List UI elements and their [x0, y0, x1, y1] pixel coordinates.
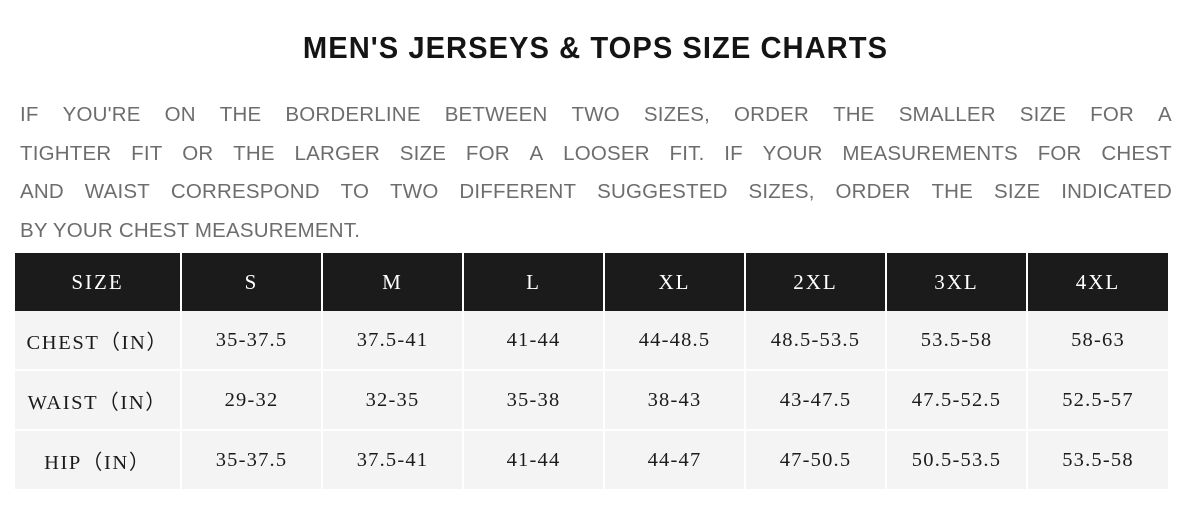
intro-word: THE — [931, 180, 974, 203]
intro-word: ORDER — [835, 180, 911, 203]
intro-word: YOU'RE — [62, 103, 141, 126]
column-header-3xl: 3XL — [886, 253, 1028, 311]
intro-word: ON — [164, 103, 196, 126]
cell-hip-3xl: 50.5-53.5 — [886, 430, 1028, 489]
table-row: CHEST（IN） 35-37.5 37.5-41 41-44 44-48.5 … — [15, 311, 1168, 371]
cell-chest-2xl: 48.5-53.5 — [745, 311, 887, 371]
column-header-4xl: 4XL — [1027, 253, 1168, 311]
intro-word: BETWEEN — [444, 103, 548, 126]
cell-hip-2xl: 47-50.5 — [745, 430, 887, 489]
intro-word: FOR — [1090, 103, 1135, 126]
intro-word: TIGHTER — [20, 141, 112, 165]
intro-word: SIZES, — [748, 180, 815, 203]
intro-word: FOR — [465, 141, 510, 165]
intro-word: A — [1158, 103, 1172, 126]
cell-waist-l: 35-38 — [463, 370, 605, 431]
column-header-size: SIZE — [15, 253, 182, 311]
row-label-hip: HIP（IN） — [15, 430, 182, 489]
cell-chest-s: 35-37.5 — [181, 311, 323, 371]
cell-chest-l: 41-44 — [463, 311, 605, 371]
cell-chest-xl: 44-48.5 — [604, 311, 746, 371]
intro-word: CHEST — [1101, 141, 1172, 165]
intro-word: IF — [724, 141, 743, 165]
intro-word: A — [529, 141, 544, 165]
size-chart-table: SIZE S M L XL 2XL 3XL 4XL CHEST（IN） 35-3… — [15, 253, 1168, 489]
cell-hip-s: 35-37.5 — [181, 430, 323, 489]
intro-word: TWO — [571, 103, 620, 126]
cell-waist-4xl: 52.5-57 — [1027, 370, 1168, 431]
cell-waist-m: 32-35 — [322, 370, 464, 431]
table-row: HIP（IN） 35-37.5 37.5-41 41-44 44-47 47-5… — [15, 430, 1168, 489]
intro-word: LOOSER — [563, 141, 650, 165]
intro-word: INDICATED — [1061, 180, 1172, 203]
intro-word: SIZE — [1019, 103, 1067, 126]
table-header-row: SIZE S M L XL 2XL 3XL 4XL — [15, 253, 1168, 311]
intro-word: OR — [182, 141, 214, 165]
cell-waist-2xl: 43-47.5 — [745, 370, 887, 431]
intro-word: SUGGESTED — [597, 180, 728, 203]
column-header-xl: XL — [604, 253, 746, 311]
intro-word: IF — [20, 103, 39, 126]
intro-word: THE — [233, 141, 275, 165]
intro-word: MEASUREMENTS — [842, 141, 1018, 165]
intro-word: BORDERLINE — [285, 103, 421, 126]
intro-word: WAIST — [84, 180, 150, 203]
intro-word: DIFFERENT — [459, 180, 577, 203]
intro-word: SIZE — [399, 141, 447, 165]
intro-word: SMALLER — [898, 103, 996, 126]
intro-line-3: AND WAIST CORRESPOND TO TWO DIFFERENT SUGGESTE… — [20, 173, 1172, 212]
intro-word: SIZE — [993, 180, 1041, 203]
intro-word: LARGER — [294, 141, 380, 165]
intro-word: TWO — [390, 180, 439, 203]
intro-word: FIT — [131, 141, 163, 165]
intro-line-4: BY YOUR CHEST MEASUREMENT. — [20, 218, 361, 242]
intro-word: FOR — [1037, 141, 1082, 165]
cell-waist-s: 29-32 — [181, 370, 323, 431]
intro-word: FIT. — [669, 141, 705, 165]
table-row: WAIST（IN） 29-32 32-35 35-38 38-43 43-47.… — [15, 370, 1168, 431]
row-label-waist: WAIST（IN） — [15, 370, 182, 431]
row-label-chest: CHEST（IN） — [15, 311, 182, 371]
column-header-l: L — [463, 253, 605, 311]
intro-word: THE — [219, 103, 262, 126]
cell-chest-3xl: 53.5-58 — [886, 311, 1028, 371]
intro-word: SIZES, — [643, 103, 711, 126]
page-title: MEN'S JERSEYS & TOPS SIZE CHARTS — [302, 30, 889, 65]
intro-line-1: IF YOU'RE ON THE BORDERLINE BETWEEN TWO SIZES, O… — [20, 96, 1172, 135]
cell-hip-m: 37.5-41 — [322, 430, 464, 489]
cell-chest-m: 37.5-41 — [322, 311, 464, 371]
intro-word: TO — [340, 180, 370, 203]
column-header-s: S — [181, 253, 323, 311]
cell-hip-4xl: 53.5-58 — [1027, 430, 1168, 489]
intro-paragraph: IF YOU'RE ON THE BORDERLINE BETWEEN TWO SIZES, O… — [20, 96, 1172, 250]
size-chart-table-container: SIZE S M L XL 2XL 3XL 4XL CHEST（IN） 35-3… — [15, 253, 1168, 489]
cell-chest-4xl: 58-63 — [1027, 311, 1168, 371]
intro-word: CORRESPOND — [170, 180, 320, 203]
cell-waist-3xl: 47.5-52.5 — [886, 370, 1028, 431]
intro-word: YOUR — [762, 141, 823, 165]
intro-word: ORDER — [734, 103, 810, 126]
column-header-m: M — [322, 253, 464, 311]
intro-word: THE — [833, 103, 875, 126]
column-header-2xl: 2XL — [745, 253, 887, 311]
cell-hip-xl: 44-47 — [604, 430, 746, 489]
cell-waist-xl: 38-43 — [604, 370, 746, 431]
intro-word: AND — [20, 180, 64, 203]
cell-hip-l: 41-44 — [463, 430, 605, 489]
intro-line-2: TIGHTER FIT OR THE LARGER SIZE FOR A LOOSER FIT. I… — [20, 135, 1172, 174]
